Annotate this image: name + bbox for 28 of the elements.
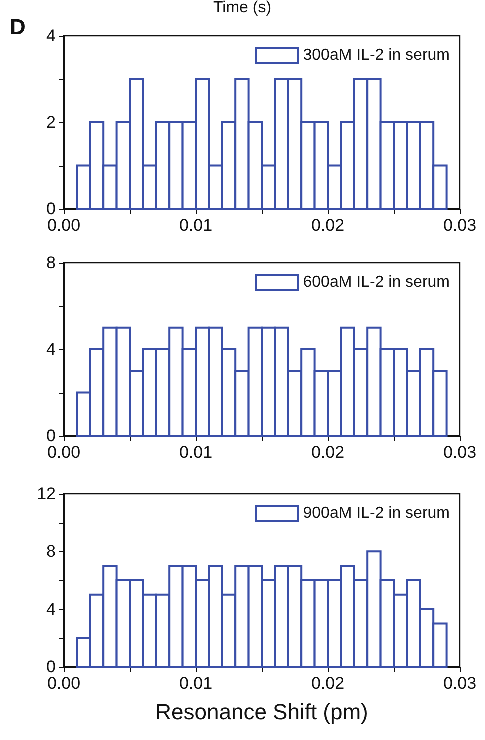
- x-tick-label: 0.03: [443, 674, 477, 693]
- legend-label: 300aM IL-2 in serum: [303, 47, 450, 64]
- y-tick-label: 4: [46, 26, 56, 46]
- y-tick-label: 4: [46, 600, 56, 619]
- x-tick-label: 0.01: [179, 216, 213, 235]
- y-tick-label: 12: [37, 484, 56, 504]
- x-tick-label: 0.01: [179, 674, 213, 693]
- y-tick-label: 4: [46, 340, 56, 359]
- x-tick-label: 0.03: [443, 443, 477, 462]
- text: Time (s): [213, 0, 272, 16]
- y-tick-label: 0: [46, 658, 56, 676]
- legend-label: 600aM IL-2 in serum: [303, 274, 450, 291]
- y-tick-label: 0: [46, 426, 56, 446]
- x-tick-label: 0.03: [443, 216, 477, 235]
- x-tick-label: 0.02: [311, 443, 345, 462]
- y-tick-label: 8: [46, 542, 56, 562]
- x-tick-label: 0.02: [311, 216, 345, 235]
- y-tick-label: 0: [46, 200, 56, 218]
- x-tick-label: 0.00: [47, 443, 81, 462]
- y-tick-label: 2: [46, 113, 56, 132]
- x-axis-title: Resonance Shift (pm): [156, 700, 368, 724]
- x-tick-label: 0.02: [311, 674, 345, 693]
- x-tick-label: 0.00: [47, 216, 81, 235]
- x-tick-label: 0.00: [47, 674, 81, 693]
- legend-label: 900aM IL-2 in serum: [303, 505, 450, 522]
- x-tick-label: 0.01: [179, 443, 213, 462]
- y-tick-label: 8: [46, 254, 56, 272]
- text: D: [10, 14, 26, 40]
